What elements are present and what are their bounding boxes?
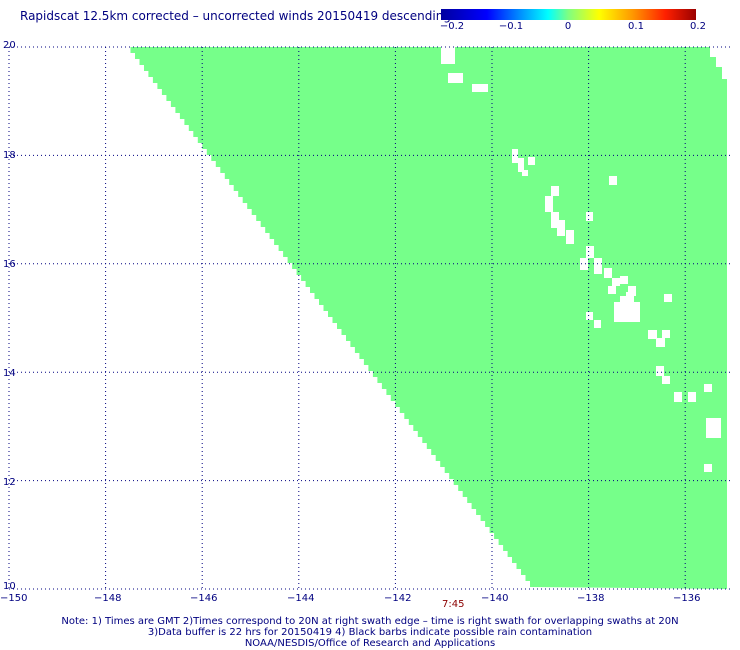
lat-lon-grid: [8, 46, 733, 590]
missing-cell: [586, 246, 594, 258]
swath-area: [126, 47, 733, 589]
missing-cell: [604, 268, 612, 278]
missing-cell: [512, 149, 518, 163]
missing-cell: [522, 170, 528, 176]
colorbar-tick-label: −0.2: [439, 21, 465, 32]
chart-title: Rapidscat 12.5km corrected – uncorrected…: [20, 9, 451, 23]
lat-label-16: 16: [3, 259, 16, 270]
colorbar-tick-label: 0.2: [690, 21, 706, 32]
missing-cell: [628, 286, 636, 296]
missing-cell: [518, 158, 524, 166]
missing-cell: [662, 330, 670, 338]
lon-label-146: −146: [190, 593, 218, 604]
missing-cell: [472, 84, 488, 92]
missing-cell: [528, 157, 535, 165]
lon-label-138: −138: [577, 593, 605, 604]
missing-cell: [664, 294, 672, 302]
missing-cell: [551, 212, 559, 228]
missing-cell: [580, 258, 588, 270]
swath-edge-gap: [722, 67, 733, 79]
missing-cell: [648, 330, 657, 339]
colorbar-tick-label: −0.1: [498, 21, 524, 32]
missing-cell: [594, 320, 601, 328]
missing-cell: [704, 384, 712, 392]
swath-edge-gap: [716, 57, 733, 67]
colorbar-tick-label: 0: [564, 21, 572, 32]
note-line-2: 3)Data buffer is 22 hrs for 20150419 4) …: [147, 627, 593, 638]
lon-label-142: −142: [384, 593, 412, 604]
missing-cell: [704, 464, 712, 472]
missing-cell: [594, 258, 602, 274]
missing-cell: [620, 276, 628, 284]
missing-cell: [566, 230, 574, 244]
missing-cell: [557, 220, 565, 236]
missing-cell: [626, 292, 634, 302]
lat-label-12: 12: [3, 477, 16, 488]
missing-cell: [612, 278, 620, 286]
note-line-1: Note: 1) Times are GMT 2)Times correspon…: [61, 616, 679, 627]
missing-cell: [614, 302, 640, 322]
missing-cell: [688, 392, 696, 402]
lat-label-18: 18: [3, 150, 16, 161]
swath-edge-gap: [710, 47, 733, 57]
lon-label-144: −144: [287, 593, 315, 604]
swath-edge-gap: [727, 79, 733, 589]
missing-data-cells: [441, 47, 721, 472]
missing-cell: [551, 186, 559, 196]
lon-label-140: −140: [481, 593, 509, 604]
missing-cell: [441, 47, 455, 64]
missing-cell: [656, 366, 664, 376]
colorbar-tick-label: 0.1: [628, 21, 644, 32]
colorbar: [441, 9, 696, 20]
missing-cell: [656, 338, 665, 347]
lat-label-20: 20: [3, 40, 16, 51]
lon-label-150: −150: [0, 593, 28, 604]
missing-cell: [609, 176, 617, 185]
wind-swath: [126, 47, 733, 589]
missing-cell: [448, 73, 463, 83]
missing-cell: [706, 418, 721, 438]
lon-label-136: −136: [673, 593, 701, 604]
missing-cell: [662, 376, 670, 384]
missing-cell: [586, 312, 593, 320]
missing-cell: [545, 196, 553, 212]
lon-label-148: −148: [94, 593, 122, 604]
lat-label-14: 14: [3, 368, 16, 379]
lat-label-10: 10: [3, 581, 16, 592]
missing-cell: [518, 166, 524, 172]
missing-cell: [674, 392, 682, 402]
note-line-3: NOAA/NESDIS/Office of Research and Appli…: [244, 638, 496, 649]
missing-cell: [608, 286, 616, 294]
swath-time-label: 7:45: [442, 599, 465, 610]
missing-cell: [586, 212, 593, 221]
